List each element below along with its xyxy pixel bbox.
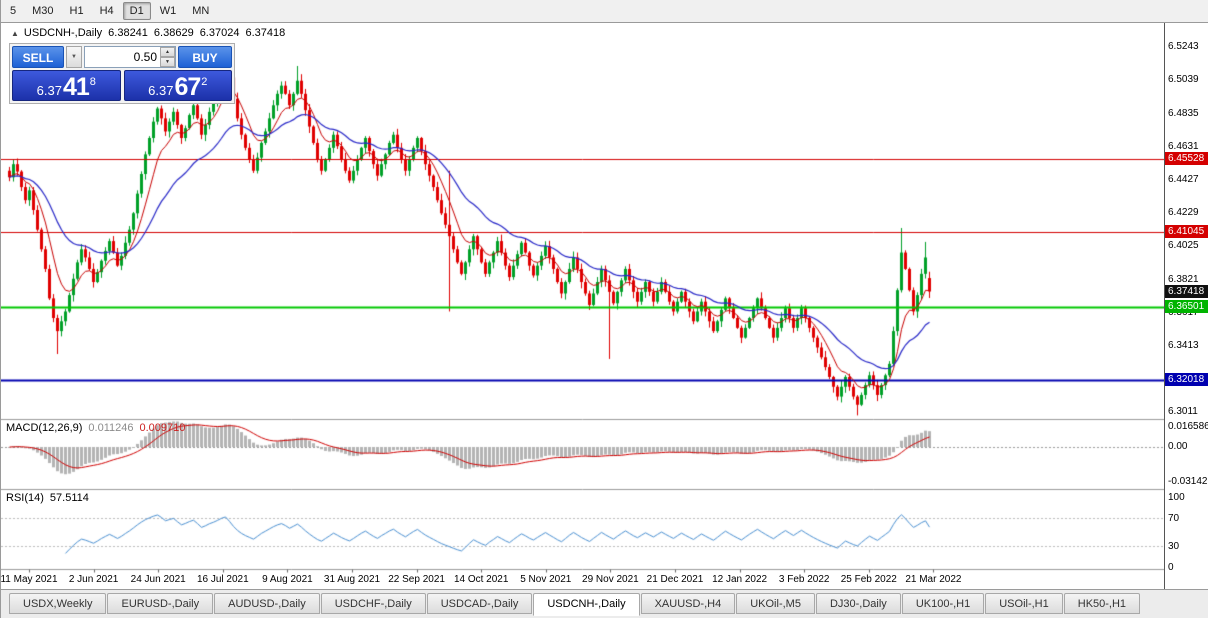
rsi-indicator-label: RSI(14) 57.5114 (6, 492, 89, 504)
sell-price-display[interactable]: 6.37 41 8 (12, 70, 121, 101)
chart-tab-ukoil-m5[interactable]: UKOil-,M5 (736, 593, 815, 614)
timeframe-button-h1[interactable]: H1 (69, 5, 84, 17)
chart-tab-audusd-daily[interactable]: AUDUSD-,Daily (214, 593, 320, 614)
chart-tab-dj30-daily[interactable]: DJ30-,Daily (815, 593, 901, 614)
lot-preset-dropdown[interactable]: ▼ (66, 46, 82, 68)
chart-tab-usdcad-daily[interactable]: USDCAD-,Daily (426, 593, 533, 614)
chart-tab-xauusd-h4[interactable]: XAUUSD-,H4 (640, 593, 736, 614)
time-axis-label: 14 Oct 2021 (453, 574, 509, 585)
price-chart-canvas[interactable] (1, 23, 1164, 589)
price-badge-6.37418: 6.37418 (1165, 284, 1208, 298)
price-tick: 6.3011 (1168, 406, 1198, 418)
price-tick: 6.3821 (1168, 273, 1199, 285)
macd-scale-max: 0.016586 (1168, 421, 1208, 432)
price-badge-6.41045: 6.41045 (1165, 225, 1208, 239)
timeframe-button-d1[interactable]: D1 (122, 2, 151, 20)
price-scale[interactable]: 0.016586 0.00 -0.031421 6.5243 6.5039 6.48… (1164, 23, 1208, 589)
chart-tabs-bar: USDX,Weekly EURUSD-,Daily AUDUSD-,Daily USD… (1, 589, 1208, 618)
buy-price-pips: 67 (174, 72, 201, 101)
rsi-scale-label: 0 (1168, 562, 1174, 573)
price-tick: 6.4025 (1168, 240, 1199, 252)
price-tick: 6.5039 (1168, 74, 1199, 86)
buy-price-base: 6.37 (148, 82, 174, 98)
time-axis-label: 31 Aug 2021 (323, 574, 381, 585)
time-axis-label: 16 Jul 2021 (196, 574, 249, 585)
lot-size-input[interactable] (84, 46, 176, 68)
sell-price-base: 6.37 (36, 82, 62, 98)
buy-price-point: 2 (201, 76, 208, 88)
rsi-name: RSI(14) (6, 492, 44, 504)
spin-up-icon[interactable]: ▲ (160, 47, 175, 57)
time-axis-label: 5 Nov 2021 (520, 574, 572, 585)
chart-tab-usdcnh-daily[interactable]: USDCNH-,Daily (533, 593, 640, 616)
rsi-current-value: 57.5114 (49, 492, 89, 504)
time-axis-label: 22 Sep 2021 (388, 574, 445, 585)
macd-scale-zero: 0.00 (1168, 441, 1188, 452)
chart-window: ▲ USDCNH-,Daily 6.38241 6.38629 6.37 0 24 … (1, 23, 1208, 589)
chevron-down-icon: ▼ (71, 54, 77, 60)
macd-signal-value: 0.009710 (139, 422, 186, 434)
ohlc-high: 6.38629 (153, 27, 194, 39)
rsi-scale-label: 30 (1168, 541, 1180, 552)
price-tick: 6.4835 (1168, 107, 1199, 119)
time-axis[interactable]: 11 May 2021 2 Jun 2021 24 Jun 2021 16 Jul 2… (1, 571, 1164, 589)
lot-spinner: ▲ ▼ (160, 47, 175, 67)
price-badge-6.45528: 6.45528 (1165, 151, 1208, 165)
buy-button[interactable]: BUY (178, 46, 232, 68)
price-tick: 6.4631 (1168, 141, 1199, 153)
rsi-scale-label: 70 (1168, 513, 1180, 524)
chart-tab-uk100-h1[interactable]: UK100-,H1 (901, 593, 985, 614)
ohlc-open: 6.38241 (108, 27, 148, 39)
chart-symbol-period: USDCNH-,Daily (23, 27, 103, 39)
macd-name: MACD(12,26,9) (6, 422, 83, 434)
price-tick: 6.3413 (1168, 340, 1199, 352)
time-axis-label: 29 Nov 2021 (582, 574, 639, 585)
time-axis-label: 11 May 2021 (0, 574, 58, 585)
price-tick: 6.5243 (1168, 40, 1199, 52)
chart-tab-usdx-weekly[interactable]: USDX,Weekly (9, 593, 107, 614)
timeframe-button-h4[interactable]: H4 (99, 5, 114, 17)
macd-indicator-label: MACD(12,26,9) 0.011246 0.009710 (6, 422, 185, 434)
time-axis-label: 3 Feb 2022 (778, 574, 830, 585)
one-click-trading-panel: SELL ▼ ▲ ▼ BUY 6.37 41 8 (9, 43, 235, 104)
trade-panel-collapse-icon[interactable]: ▲ (11, 28, 19, 38)
chart-tab-eurusd-daily[interactable]: EURUSD-,Daily (107, 593, 214, 614)
time-axis-label: 21 Dec 2021 (646, 574, 704, 585)
timeframe-button-m30[interactable]: M30 (32, 5, 54, 17)
rsi-scale-label: 100 (1168, 492, 1185, 503)
time-axis-label: 9 Aug 2021 (262, 574, 313, 585)
macd-main-value: 0.011246 (88, 422, 134, 434)
spin-down-icon[interactable]: ▼ (160, 57, 175, 67)
lot-size-field: ▲ ▼ (84, 46, 176, 68)
sell-price-point: 8 (89, 76, 96, 88)
chart-tab-usdchf-daily[interactable]: USDCHF-,Daily (320, 593, 426, 614)
price-badge-6.36501: 6.36501 (1165, 299, 1208, 313)
time-axis-label: 2 Jun 2021 (68, 574, 119, 585)
sell-button[interactable]: SELL (12, 46, 64, 68)
price-badge-6.32018: 6.32018 (1165, 372, 1208, 386)
chart-ohlc-title: ▲ USDCNH-,Daily 6.38241 6.38629 6.37024 … (11, 27, 285, 39)
timeframe-button-w1[interactable]: W1 (159, 5, 177, 17)
time-axis-label: 21 Mar 2022 (905, 574, 962, 585)
timeframe-toolbar: 5 M30 H1 H4 D1 W1 MN (1, 0, 1208, 23)
chart-tab-usoil-h1[interactable]: USOil-,H1 (985, 593, 1063, 614)
chart-tab-hk50-h1[interactable]: HK50-,H1 (1063, 593, 1141, 614)
ohlc-low: 6.37024 (199, 27, 240, 39)
time-axis-label: 24 Jun 2021 (130, 574, 186, 585)
timeframe-button-5[interactable]: 5 (10, 5, 17, 17)
timeframe-button-mn[interactable]: MN (192, 5, 210, 17)
macd-scale-min: -0.031421 (1168, 476, 1208, 487)
sell-price-pips: 41 (62, 72, 90, 101)
time-axis-label: 12 Jan 2022 (712, 574, 768, 585)
ohlc-close: 6.37418 (245, 27, 286, 39)
price-tick: 6.4427 (1168, 174, 1199, 186)
buy-price-display[interactable]: 6.37 67 2 (123, 70, 232, 101)
price-tick: 6.4229 (1168, 206, 1199, 218)
time-axis-label: 25 Feb 2022 (840, 574, 897, 585)
